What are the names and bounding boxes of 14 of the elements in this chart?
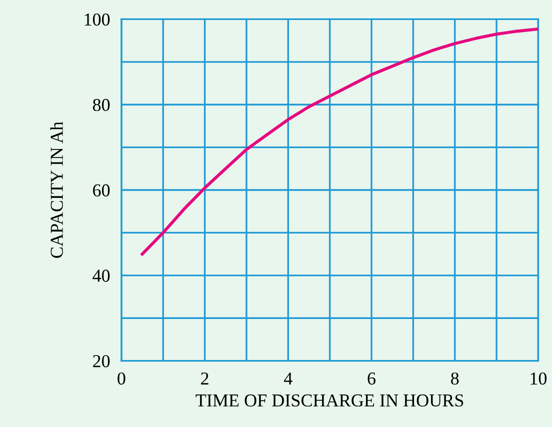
line-series bbox=[140, 28, 538, 256]
x-axis-title: TIME OF DISCHARGE IN HOURS bbox=[196, 394, 464, 407]
y-axis-title: CAPACITY IN Ah bbox=[50, 122, 63, 258]
y-tick-label: 20 bbox=[93, 355, 110, 368]
x-tick-label: 4 bbox=[284, 372, 292, 384]
x-tick-label: 8 bbox=[451, 372, 459, 385]
x-tick-label: 10 bbox=[530, 372, 547, 385]
x-tick-label: 6 bbox=[368, 372, 376, 385]
y-tick-label: 100 bbox=[84, 13, 110, 26]
y-tick-label: 80 bbox=[92, 98, 110, 112]
y-tick-label: 40 bbox=[92, 270, 110, 282]
x-tick-label: 2 bbox=[201, 372, 208, 384]
x-tick-label: 0 bbox=[118, 372, 126, 385]
y-tick-label: 60 bbox=[93, 184, 110, 196]
